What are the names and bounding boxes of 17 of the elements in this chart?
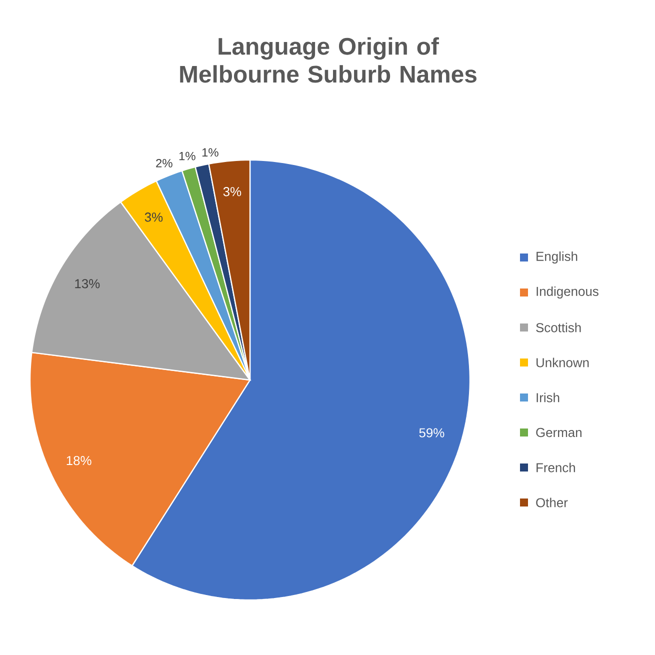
data-label: 1% [179,152,196,160]
legend-label: French [536,462,575,472]
legend-label: Irish [536,392,560,402]
data-label: 59% [419,428,444,438]
data-label: 18% [66,456,92,466]
legend-label: German [536,428,582,438]
data-label: 2% [156,158,172,168]
legend-label: Scottish [536,322,581,332]
data-label: 3% [144,212,163,222]
data-label: 1% [202,148,218,157]
chart-title: Language Origin of Melbourne Suburb Names [180,37,476,83]
legend-label: Unknown [536,358,589,368]
data-label: 13% [75,279,100,288]
legend-label: English [536,251,578,264]
legend-label: Other [536,498,568,508]
legend-label: Indigenous [536,286,598,299]
data-label: 3% [223,187,242,196]
